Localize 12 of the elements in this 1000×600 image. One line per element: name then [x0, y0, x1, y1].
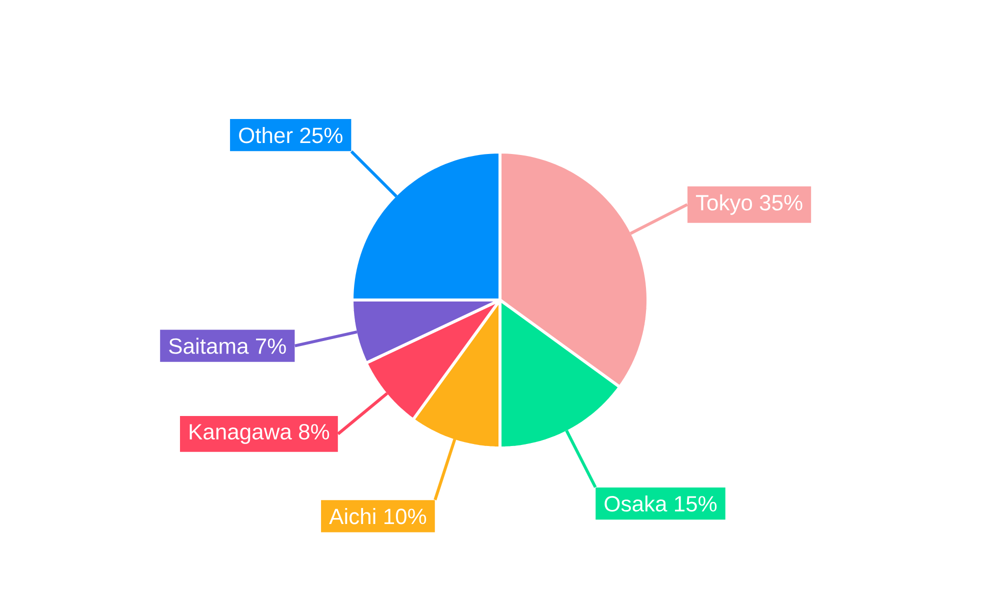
slice-label: Aichi [329, 508, 376, 524]
data-label: 7% [256, 338, 286, 354]
slice-label: Kanagawa [190, 424, 292, 444]
slice-label: Osaka [604, 495, 668, 512]
data-label: 8% [299, 424, 330, 440]
data-label: 15% [674, 496, 717, 512]
slice-label: Tokyo [696, 194, 752, 215]
slice-label: Saitama [169, 338, 249, 354]
slice-label: Other [239, 127, 293, 144]
data-label: 10% [384, 508, 426, 524]
data-label: 35% [760, 194, 802, 210]
data-label: 25% [300, 128, 342, 144]
